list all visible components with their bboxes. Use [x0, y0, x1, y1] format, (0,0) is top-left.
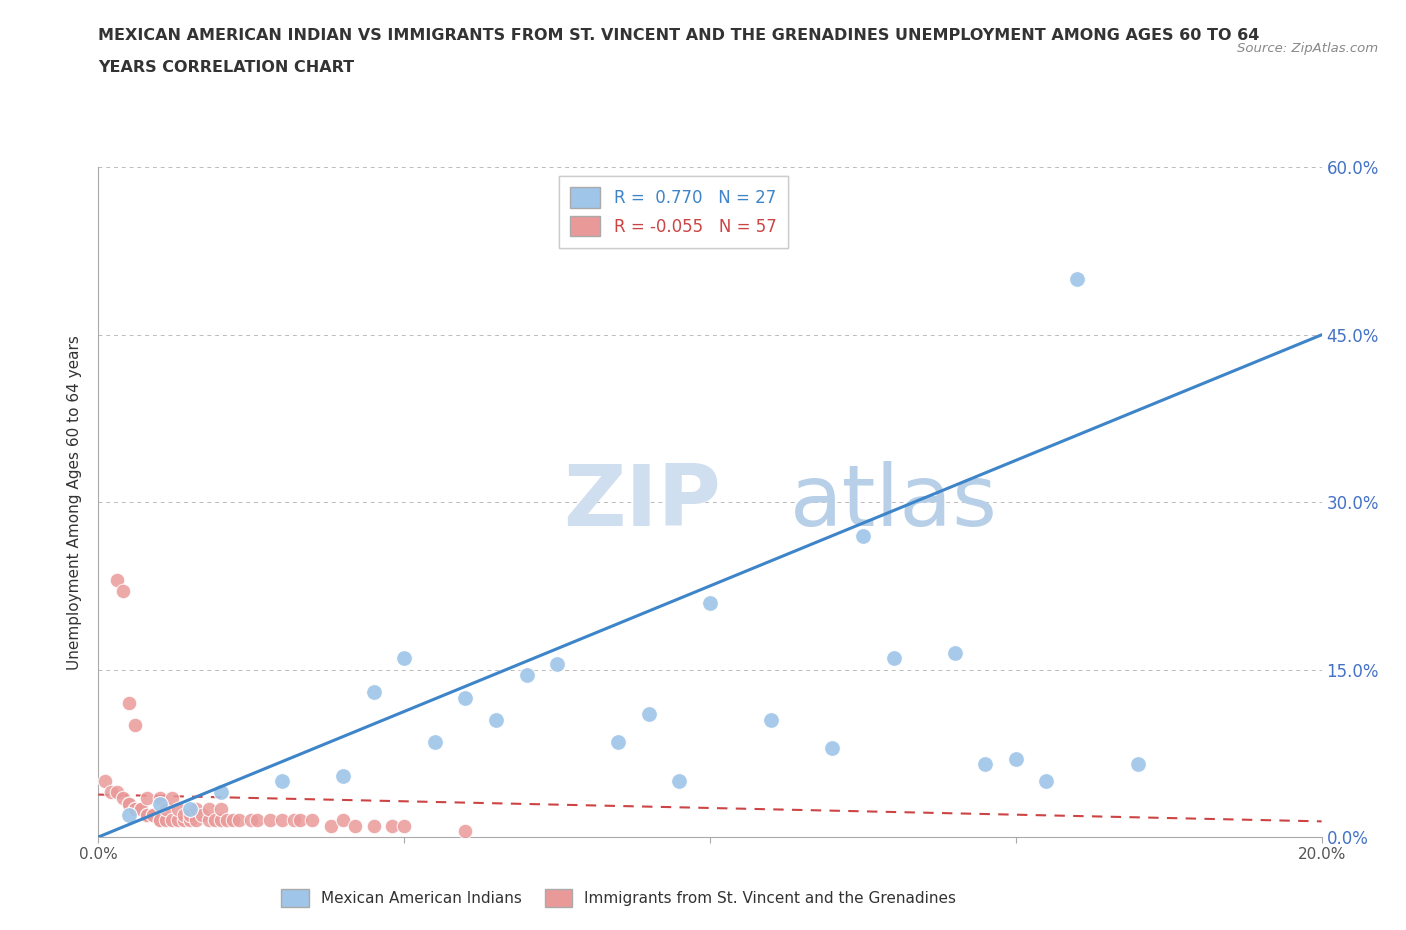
- Point: [943, 645, 966, 660]
- Point: [283, 813, 305, 828]
- Point: [118, 696, 141, 711]
- Point: [270, 774, 292, 789]
- Point: [209, 785, 232, 800]
- Point: [607, 735, 630, 750]
- Point: [381, 818, 404, 833]
- Legend: R =  0.770   N = 27, R = -0.055   N = 57: R = 0.770 N = 27, R = -0.055 N = 57: [558, 176, 787, 248]
- Point: [215, 813, 238, 828]
- Point: [516, 668, 538, 683]
- Point: [1128, 757, 1150, 772]
- Point: [93, 774, 115, 789]
- Text: ZIP: ZIP: [564, 460, 721, 544]
- Point: [124, 802, 146, 817]
- Point: [1004, 751, 1026, 766]
- Point: [124, 718, 146, 733]
- Point: [423, 735, 446, 750]
- Point: [209, 813, 232, 828]
- Point: [290, 813, 312, 828]
- Point: [160, 790, 183, 805]
- Point: [637, 707, 661, 722]
- Point: [974, 757, 997, 772]
- Legend: Mexican American Indians, Immigrants from St. Vincent and the Grenadines: Mexican American Indians, Immigrants fro…: [276, 884, 962, 913]
- Point: [118, 796, 141, 811]
- Point: [105, 785, 128, 800]
- Point: [668, 774, 690, 789]
- Point: [1066, 272, 1088, 286]
- Point: [392, 818, 416, 833]
- Point: [301, 813, 323, 828]
- Text: MEXICAN AMERICAN INDIAN VS IMMIGRANTS FROM ST. VINCENT AND THE GRENADINES UNEMPL: MEXICAN AMERICAN INDIAN VS IMMIGRANTS FR…: [98, 28, 1260, 43]
- Point: [118, 796, 141, 811]
- Point: [149, 790, 172, 805]
- Point: [105, 573, 128, 588]
- Point: [155, 802, 177, 817]
- Point: [821, 740, 844, 755]
- Point: [454, 690, 477, 705]
- Point: [124, 802, 146, 817]
- Point: [149, 813, 172, 828]
- Point: [197, 813, 219, 828]
- Text: YEARS CORRELATION CHART: YEARS CORRELATION CHART: [98, 60, 354, 75]
- Point: [142, 807, 165, 822]
- Point: [270, 813, 292, 828]
- Point: [136, 807, 159, 822]
- Point: [186, 813, 208, 828]
- Point: [699, 595, 721, 610]
- Point: [759, 712, 782, 727]
- Point: [332, 813, 354, 828]
- Point: [344, 818, 367, 833]
- Point: [332, 768, 354, 783]
- Point: [392, 651, 416, 666]
- Point: [204, 813, 226, 828]
- Point: [485, 712, 508, 727]
- Point: [363, 684, 385, 699]
- Point: [160, 813, 183, 828]
- Point: [179, 802, 201, 817]
- Point: [363, 818, 385, 833]
- Point: [173, 807, 195, 822]
- Point: [209, 802, 232, 817]
- Point: [111, 584, 134, 599]
- Point: [228, 813, 250, 828]
- Point: [454, 824, 477, 839]
- Point: [136, 790, 159, 805]
- Point: [155, 813, 177, 828]
- Point: [136, 807, 159, 822]
- Point: [129, 802, 152, 817]
- Text: atlas: atlas: [790, 460, 997, 544]
- Point: [118, 807, 141, 822]
- Point: [179, 807, 201, 822]
- Y-axis label: Unemployment Among Ages 60 to 64 years: Unemployment Among Ages 60 to 64 years: [67, 335, 83, 670]
- Point: [167, 802, 190, 817]
- Point: [173, 813, 195, 828]
- Point: [129, 802, 152, 817]
- Point: [240, 813, 263, 828]
- Point: [852, 528, 875, 543]
- Text: Source: ZipAtlas.com: Source: ZipAtlas.com: [1237, 42, 1378, 55]
- Point: [246, 813, 269, 828]
- Point: [319, 818, 342, 833]
- Point: [191, 807, 214, 822]
- Point: [167, 813, 190, 828]
- Point: [111, 790, 134, 805]
- Point: [546, 657, 568, 671]
- Point: [1035, 774, 1057, 789]
- Point: [222, 813, 245, 828]
- Point: [179, 813, 201, 828]
- Point: [100, 785, 122, 800]
- Point: [259, 813, 281, 828]
- Point: [883, 651, 905, 666]
- Point: [142, 807, 165, 822]
- Point: [149, 796, 172, 811]
- Point: [197, 802, 219, 817]
- Point: [186, 802, 208, 817]
- Point: [149, 813, 172, 828]
